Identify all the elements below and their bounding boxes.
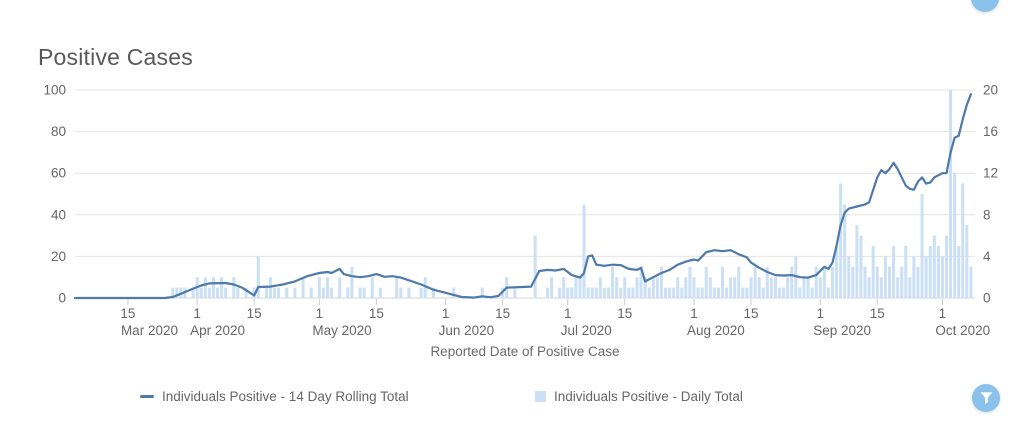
filter-button[interactable] xyxy=(972,384,1000,412)
x-tick-month-label: Sep 2020 xyxy=(813,323,871,338)
left-axis-tick-label: 0 xyxy=(58,291,66,306)
bar-series-marker-icon xyxy=(535,391,546,402)
right-axis-tick-label: 20 xyxy=(983,83,998,98)
line-series-marker-icon xyxy=(140,395,154,398)
legend-item-rolling-total[interactable]: Individuals Positive - 14 Day Rolling To… xyxy=(140,389,409,404)
right-axis-tick-label: 12 xyxy=(983,166,998,181)
x-tick-day-label: 15 xyxy=(247,306,262,321)
right-axis-tick-label: 0 xyxy=(983,291,991,306)
chart-title: Positive Cases xyxy=(38,44,193,70)
x-tick-day-label: 15 xyxy=(120,306,135,321)
x-tick-day-label: 1 xyxy=(316,306,324,321)
x-tick-day-label: 1 xyxy=(939,306,947,321)
x-tick-day-label: 15 xyxy=(870,306,885,321)
x-tick-month-label: Apr 2020 xyxy=(190,323,245,338)
x-tick-month-label: Jun 2020 xyxy=(439,323,495,338)
x-tick-day-label: 1 xyxy=(816,306,824,321)
legend-item-daily-total[interactable]: Individuals Positive - Daily Total xyxy=(535,389,743,404)
x-tick-day-label: 1 xyxy=(690,306,698,321)
x-tick-day-label: 15 xyxy=(369,306,384,321)
bar-series-daily-total xyxy=(171,90,973,298)
x-tick-month-label: Oct 2020 xyxy=(935,323,990,338)
right-axis-tick-label: 8 xyxy=(983,207,991,222)
x-axis-title: Reported Date of Positive Case xyxy=(430,344,620,359)
x-tick-month-label: Jul 2020 xyxy=(561,323,612,338)
funnel-icon xyxy=(980,392,992,404)
line-series-rolling-total xyxy=(73,93,972,300)
x-tick-day-label: 1 xyxy=(442,306,450,321)
left-axis-tick-label: 40 xyxy=(51,207,66,222)
scroll-top-button[interactable] xyxy=(971,0,999,12)
x-tick-day-label: 15 xyxy=(617,306,632,321)
left-axis-tick-label: 20 xyxy=(51,249,66,264)
right-axis-tick-label: 16 xyxy=(983,124,998,139)
left-axis-tick-label: 100 xyxy=(43,83,66,98)
right-axis-tick-label: 4 xyxy=(983,249,991,264)
x-tick-day-label: 1 xyxy=(564,306,572,321)
x-tick-month-label: Aug 2020 xyxy=(687,323,745,338)
x-tick-day-label: 15 xyxy=(495,306,510,321)
x-tick-day-label: 1 xyxy=(193,306,201,321)
y-axis-labels: 0 20 40 60 80 100 0 4 8 12 16 20 xyxy=(43,83,998,306)
x-tick-month-label: Mar 2020 xyxy=(121,323,178,338)
x-tick-month-label: May 2020 xyxy=(312,323,371,338)
left-axis-tick-label: 80 xyxy=(51,124,66,139)
legend-label-daily-total: Individuals Positive - Daily Total xyxy=(554,389,743,404)
left-axis-tick-label: 60 xyxy=(51,166,66,181)
legend-label-rolling-total: Individuals Positive - 14 Day Rolling To… xyxy=(162,389,409,404)
x-tick-day-label: 15 xyxy=(744,306,759,321)
